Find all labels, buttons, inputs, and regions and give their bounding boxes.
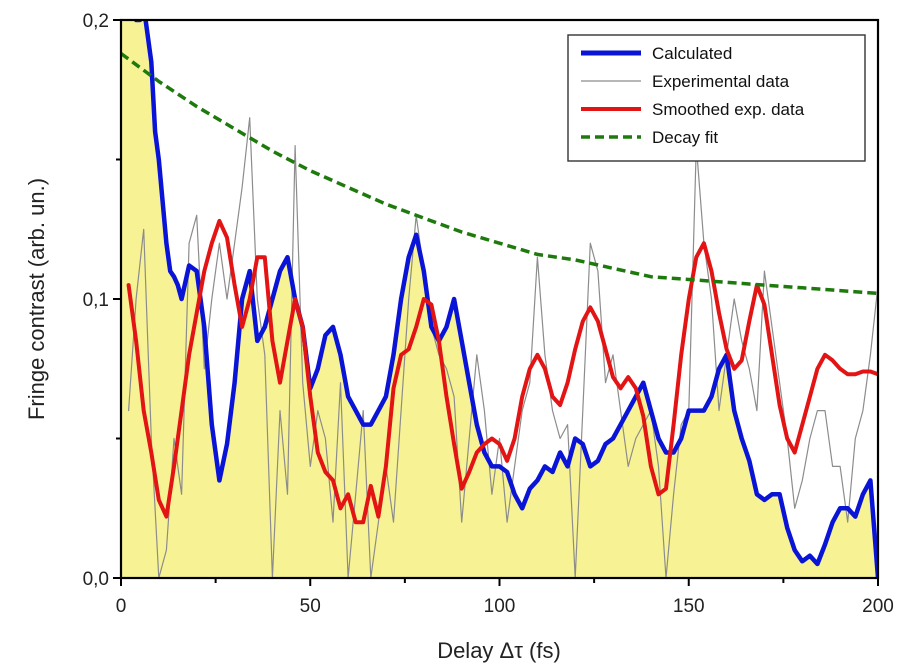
series-line-experimental-data xyxy=(128,117,878,578)
legend-label-decay-fit: Decay fit xyxy=(652,128,718,147)
y-tick-label: 0,0 xyxy=(83,569,109,590)
legend-label-calculated: Calculated xyxy=(652,44,732,63)
series-line-decay-fit xyxy=(121,52,878,296)
x-tick-label: 50 xyxy=(300,596,321,617)
x-axis-title: Delay Δτ (fs) xyxy=(437,638,561,663)
series-line-calculated xyxy=(133,20,878,578)
y-tick-label: 0,2 xyxy=(83,11,109,32)
y-axis-title: Fringe contrast (arb. un.) xyxy=(24,178,49,420)
x-tick-label: 150 xyxy=(673,596,705,617)
x-tick-label: 100 xyxy=(484,596,516,617)
x-tick-label: 200 xyxy=(862,596,894,617)
legend: Calculated Experimental data Smoothed ex… xyxy=(567,34,866,162)
calculated-area-fill xyxy=(121,20,878,578)
legend-label-experimental: Experimental data xyxy=(652,72,790,91)
legend-box xyxy=(567,34,866,162)
legend-label-smoothed: Smoothed exp. data xyxy=(652,100,805,119)
series-line-smoothed-exp-data xyxy=(126,218,878,525)
y-tick-label: 0,1 xyxy=(83,290,109,311)
x-tick-label: 0 xyxy=(116,596,127,617)
